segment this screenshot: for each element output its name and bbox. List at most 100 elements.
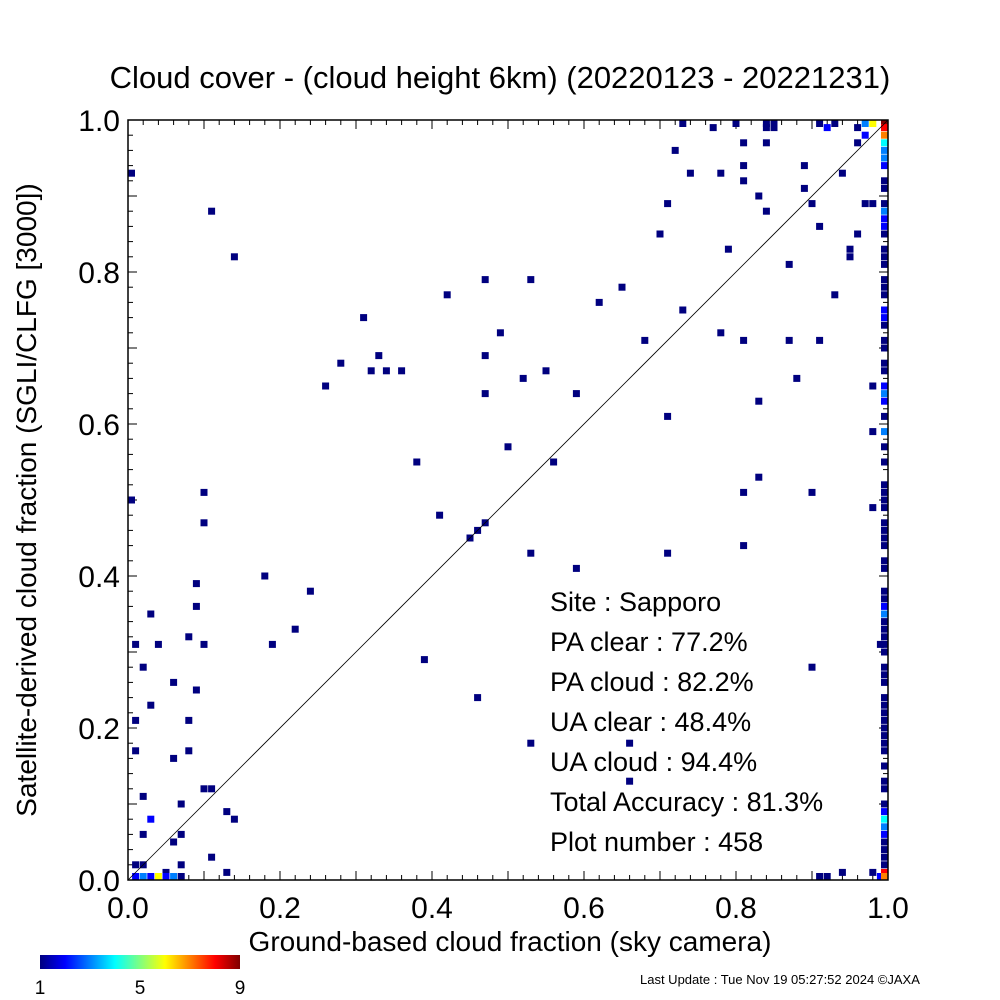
data-cell	[881, 625, 888, 633]
data-cell	[740, 336, 748, 344]
data-cell	[808, 200, 816, 208]
data-cell	[881, 564, 888, 572]
data-cell	[162, 873, 170, 880]
data-cell	[367, 367, 375, 375]
data-cell	[481, 352, 489, 360]
data-cell	[572, 390, 580, 398]
data-cell	[881, 823, 888, 831]
data-cell	[740, 488, 748, 496]
data-cell	[881, 747, 888, 755]
data-cell	[724, 245, 732, 253]
x-tick-label: 0.8	[715, 892, 757, 925]
data-cell	[306, 587, 314, 595]
data-cell	[881, 739, 888, 747]
data-cell	[170, 873, 178, 880]
data-cell	[436, 511, 444, 519]
y-axis-label: Satellite-derived cloud fraction (SGLI/C…	[11, 183, 42, 816]
data-cell	[861, 131, 869, 139]
data-cell	[641, 336, 649, 344]
data-cell	[881, 777, 888, 785]
data-cell	[261, 572, 269, 580]
data-cell	[192, 602, 200, 610]
data-cell	[481, 276, 489, 284]
data-cell	[881, 701, 888, 709]
data-cell	[881, 694, 888, 702]
data-cell	[881, 496, 888, 504]
x-tick-label: 0.6	[563, 892, 605, 925]
y-tick-label: 0.8	[78, 257, 120, 290]
data-cell	[664, 549, 672, 557]
data-cell	[762, 124, 770, 132]
data-cell	[147, 610, 155, 618]
data-cell	[881, 488, 888, 496]
data-cell	[881, 207, 888, 215]
data-cell	[755, 397, 763, 405]
data-cell	[881, 618, 888, 626]
data-cell	[177, 873, 185, 880]
data-cell	[770, 120, 778, 127]
data-cell	[785, 336, 793, 344]
data-cell	[854, 124, 862, 132]
data-cell	[656, 230, 664, 238]
data-cell	[876, 640, 884, 648]
data-cell	[869, 200, 877, 208]
data-cell	[881, 678, 888, 686]
data-cell	[740, 162, 748, 170]
data-cell	[132, 747, 140, 755]
data-cell	[162, 868, 170, 876]
data-cell	[785, 260, 793, 268]
data-cell	[420, 656, 428, 664]
data-cell	[360, 314, 368, 322]
data-cell	[268, 640, 276, 648]
data-cell	[132, 716, 140, 724]
data-cell	[527, 276, 535, 284]
data-cell	[881, 785, 888, 793]
y-tick-label: 0.6	[78, 409, 120, 442]
data-cell	[838, 868, 846, 876]
data-cell	[740, 177, 748, 185]
data-cell	[881, 732, 888, 740]
data-cell	[550, 458, 558, 466]
data-cell	[881, 359, 888, 367]
data-cell	[881, 557, 888, 565]
data-cell	[854, 230, 862, 238]
data-cell	[881, 526, 888, 534]
data-cell	[881, 146, 888, 154]
data-cell	[185, 633, 193, 641]
data-cell	[881, 260, 888, 268]
data-cell	[177, 830, 185, 838]
data-cell	[881, 853, 888, 861]
data-cell	[671, 146, 679, 154]
data-cell	[200, 640, 208, 648]
data-cell	[223, 808, 231, 816]
data-cell	[200, 785, 208, 793]
data-cell	[881, 382, 888, 390]
colorbar-tick-label: 5	[135, 978, 146, 999]
colorbar	[40, 955, 240, 969]
data-cell	[679, 306, 687, 314]
data-cell	[132, 640, 140, 648]
data-cell	[147, 701, 155, 709]
data-cell	[185, 716, 193, 724]
data-cell	[816, 336, 824, 344]
x-tick-label: 1.0	[867, 892, 909, 925]
data-cell	[686, 169, 694, 177]
data-cell	[881, 344, 888, 352]
data-cell	[664, 200, 672, 208]
data-cell	[881, 873, 888, 880]
y-tick-label: 0.0	[78, 865, 120, 898]
data-cell	[881, 724, 888, 732]
data-cell	[881, 283, 888, 291]
data-cell	[618, 283, 626, 291]
data-cell	[128, 496, 135, 504]
data-cell	[816, 120, 824, 127]
data-cell	[170, 754, 178, 762]
data-cell	[881, 587, 888, 595]
data-cell	[881, 276, 888, 284]
data-cell	[881, 648, 888, 656]
data-cell	[881, 162, 888, 170]
data-cell	[881, 542, 888, 550]
data-cell	[139, 792, 147, 800]
data-cell	[881, 131, 888, 139]
data-cell	[626, 739, 634, 747]
